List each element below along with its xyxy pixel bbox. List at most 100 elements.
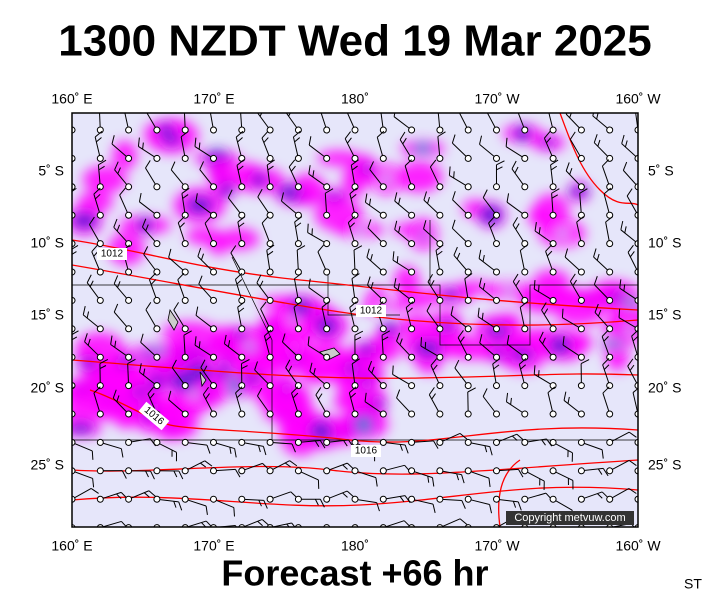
barb-station [210, 410, 217, 418]
barb-flag [370, 254, 373, 261]
barb-staff [270, 441, 293, 445]
barb-station [634, 467, 638, 475]
barb-flag [197, 247, 202, 257]
barb-flag [493, 364, 500, 370]
barb-station [323, 495, 331, 503]
barb-staff [326, 439, 349, 443]
barb-staff [254, 369, 271, 386]
barb-flag [265, 335, 272, 342]
barb-flag [423, 220, 427, 230]
barb-staff [326, 462, 348, 472]
wind-barb [321, 301, 331, 333]
barb-staff [452, 199, 469, 216]
wind-barb [606, 459, 637, 475]
barb-station [351, 353, 359, 361]
wind-barb [294, 438, 326, 449]
wind-barb [576, 216, 585, 248]
barb-staff [543, 137, 554, 159]
wind-barb [168, 390, 189, 418]
barb-station [153, 183, 161, 191]
barb-flag [258, 499, 262, 507]
barb-station [266, 410, 274, 418]
barb-flag [451, 219, 456, 229]
wind-barb [512, 217, 529, 248]
barb-station [379, 353, 387, 361]
barb-flag [142, 142, 144, 150]
barb-flag [237, 216, 246, 223]
barb-station [521, 268, 529, 276]
barb-flag [427, 476, 430, 483]
barb-staff [602, 364, 611, 386]
barb-flag [433, 440, 439, 449]
barb-flag [142, 368, 146, 376]
wind-barb [288, 159, 302, 191]
intense-rain [418, 145, 427, 152]
wind-barb [266, 244, 275, 276]
wind-barb [72, 487, 99, 503]
map-frame [71, 112, 639, 528]
intense-rain [557, 230, 566, 237]
barb-flag [99, 359, 109, 365]
barb-flag [260, 301, 267, 310]
barb-flag [544, 131, 551, 139]
barb-staff [618, 317, 638, 330]
barb-station [408, 495, 416, 503]
barb-flag [313, 368, 316, 375]
barb-station [634, 296, 638, 304]
barb-station [436, 495, 444, 503]
barb-station [294, 268, 302, 276]
barb-station [577, 467, 585, 475]
barb-flag [84, 333, 88, 342]
barb-flag [351, 165, 358, 171]
barb-staff [293, 307, 299, 329]
barb-station [493, 296, 500, 304]
barb-staff [533, 288, 554, 301]
barb-staff [637, 498, 638, 500]
wind-barb [627, 244, 638, 276]
barb-station [379, 183, 387, 191]
wind-barb [379, 113, 387, 134]
barb-staff [478, 258, 497, 273]
barb-staff [519, 307, 526, 329]
wind-barb [202, 386, 217, 418]
barb-flag [230, 245, 237, 254]
barb-station [408, 211, 416, 219]
wind-barb [511, 160, 529, 191]
barb-flag [569, 273, 576, 282]
barb-station [408, 410, 416, 418]
barb-staff [327, 528, 349, 532]
barb-flag [311, 228, 313, 236]
wind-barb [602, 358, 614, 390]
barb-staff [601, 165, 611, 187]
left-lat-label: 10˚ S [31, 235, 64, 251]
intense-rain [505, 287, 514, 294]
barb-staff [157, 528, 179, 530]
barb-staff [367, 284, 384, 301]
wind-barb [427, 273, 444, 304]
barb-station [125, 325, 133, 333]
barb-staff [143, 254, 158, 273]
barb-staff [72, 528, 93, 533]
barb-staff [355, 528, 376, 535]
wind-barb [148, 272, 161, 304]
barb-flag [511, 435, 518, 441]
barb-staff [449, 174, 469, 188]
barb-flag [99, 365, 107, 370]
barb-staff [269, 491, 291, 500]
barb-staff [145, 309, 158, 330]
heavy-rain [251, 173, 267, 187]
barb-flag [481, 312, 484, 320]
barb-staff [184, 460, 206, 472]
barb-flag [121, 470, 127, 479]
barb-station [549, 438, 557, 446]
barb-staff [260, 308, 271, 330]
intense-rain [626, 299, 635, 306]
barb-staff [139, 371, 158, 386]
barb-staff [605, 221, 611, 244]
barb-flag [116, 395, 120, 402]
barb-flag [543, 481, 545, 491]
right-lat-label: 15˚ S [648, 307, 681, 323]
barb-flag [180, 130, 189, 138]
barb-flag [459, 433, 468, 440]
barb-staff [564, 256, 582, 273]
